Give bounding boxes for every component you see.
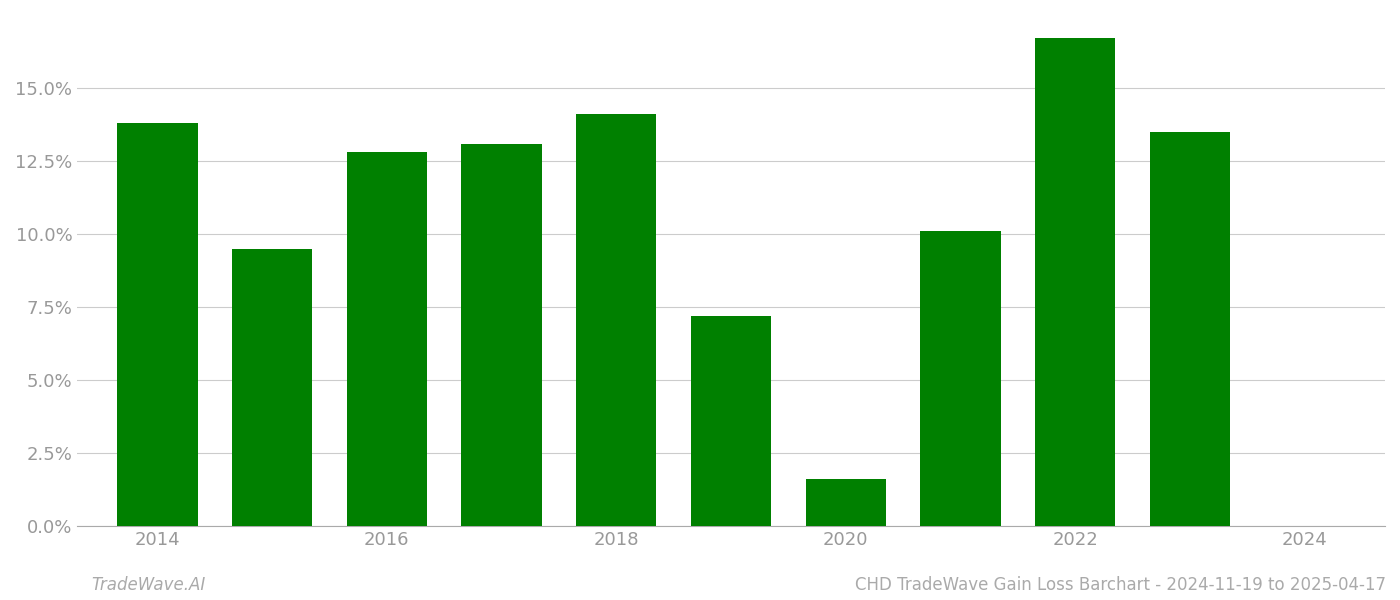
Text: CHD TradeWave Gain Loss Barchart - 2024-11-19 to 2025-04-17: CHD TradeWave Gain Loss Barchart - 2024-…	[855, 576, 1386, 594]
Bar	[1035, 38, 1116, 526]
Bar	[347, 152, 427, 526]
Bar	[1149, 132, 1231, 526]
Bar	[118, 123, 197, 526]
Text: TradeWave.AI: TradeWave.AI	[91, 576, 206, 594]
Bar	[577, 115, 657, 526]
Bar	[920, 231, 1001, 526]
Bar	[805, 479, 886, 526]
Bar	[232, 248, 312, 526]
Bar	[462, 143, 542, 526]
Bar	[692, 316, 771, 526]
